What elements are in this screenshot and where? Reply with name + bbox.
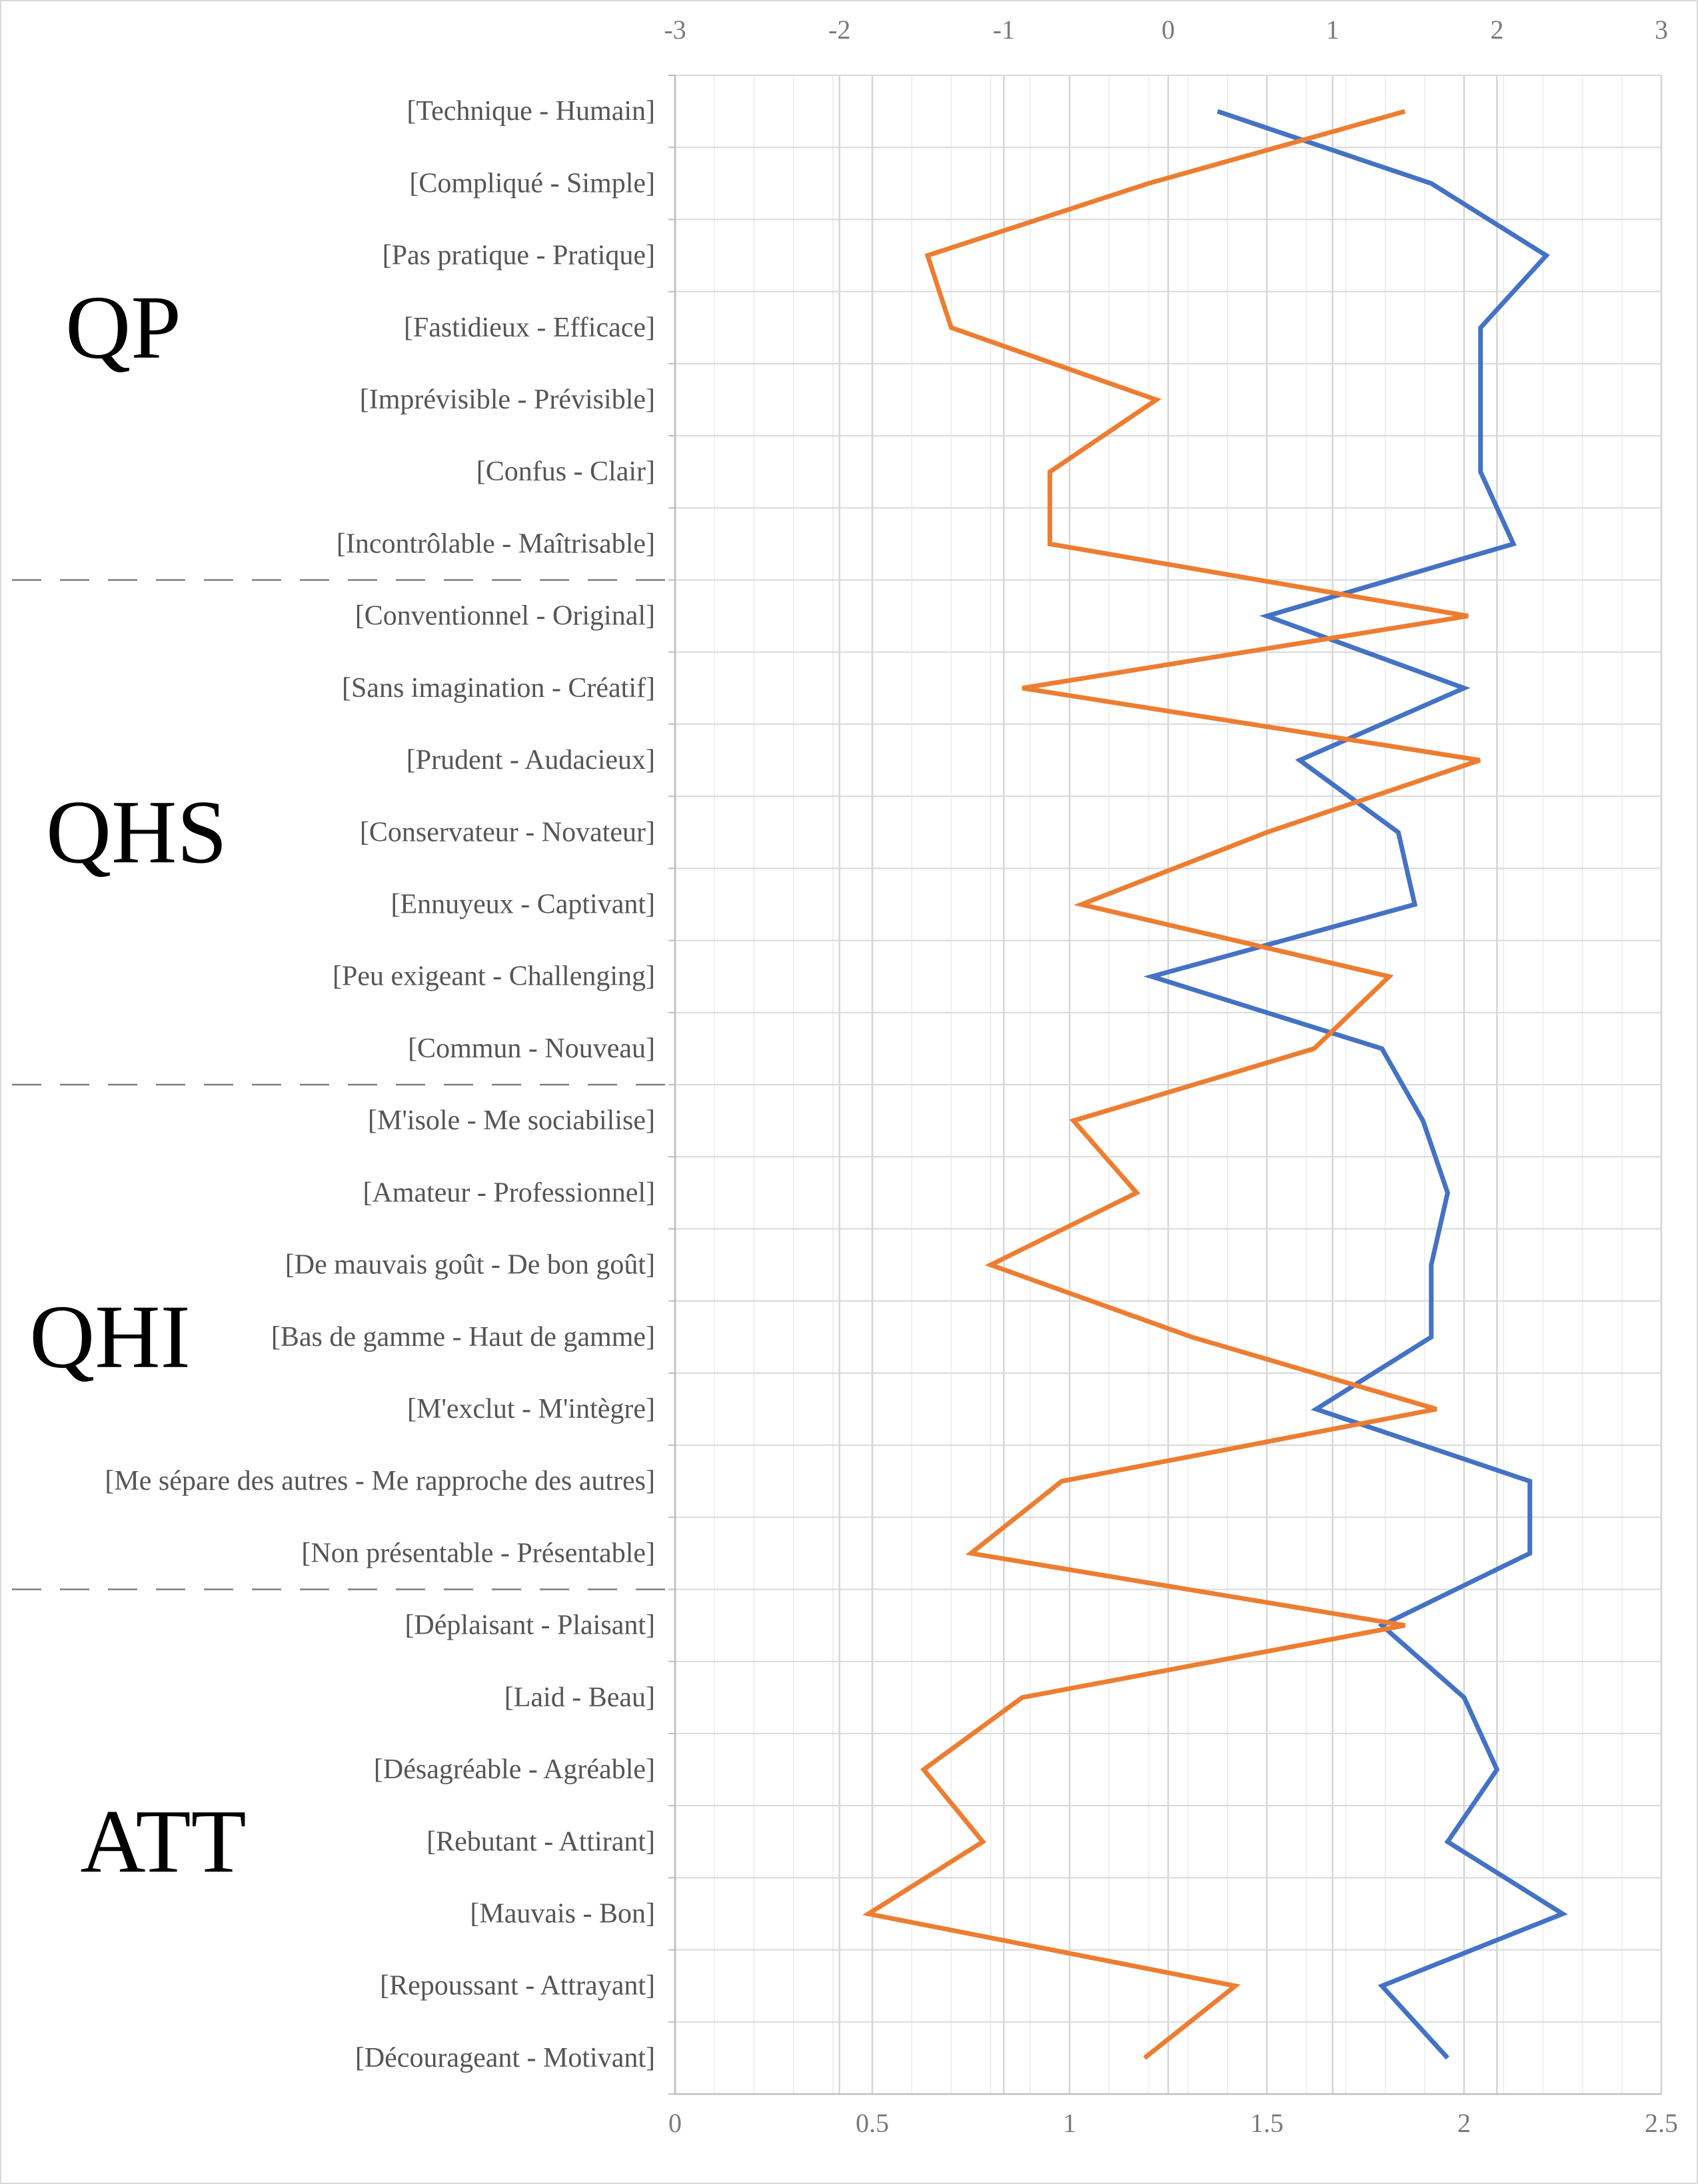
category-label: [Repoussant - Attrayant]	[380, 1971, 655, 2001]
category-label: [De mauvais goût - De bon goût]	[285, 1250, 655, 1281]
top-axis-tick-label: -2	[828, 15, 850, 45]
series-line-top	[1143, 109, 1568, 2060]
category-label: [Commun - Nouveau]	[408, 1033, 655, 1064]
category-label: [M'exclut - M'intègre]	[407, 1394, 655, 1424]
bottom-axis-tick-label: 2	[1457, 2108, 1471, 2138]
group-label: QHI	[29, 1287, 191, 1387]
top-axis-tick-label: -1	[993, 15, 1015, 45]
group-label: QP	[65, 278, 181, 378]
group-label: ATT	[80, 1792, 246, 1892]
top-axis-tick-label: 3	[1655, 15, 1668, 45]
category-label: [Peu exigeant - Challenging]	[333, 961, 655, 992]
category-label: [Désagréable - Agréable]	[374, 1754, 655, 1785]
bottom-axis-tick-label: 0	[668, 2108, 682, 2138]
category-label: [Bas de gamme - Haut de gamme]	[271, 1322, 655, 1353]
category-label: [Déplaisant - Plaisant]	[405, 1610, 655, 1641]
category-label: [Technique - Humain]	[407, 96, 655, 127]
bottom-axis-tick-label: 1.5	[1250, 2108, 1283, 2138]
category-label: [Non présentable - Présentable]	[301, 1538, 655, 1568]
category-label: [Imprévisible - Prévisible]	[360, 384, 655, 415]
top-axis-tick-label: 0	[1162, 15, 1175, 45]
category-label: [Décourageant - Motivant]	[355, 2043, 655, 2073]
category-label: [Fastidieux - Efficace]	[404, 312, 655, 343]
top-axis-tick-label: 2	[1490, 15, 1503, 45]
category-label: [Compliqué - Simple]	[409, 168, 655, 199]
category-label: [Sans imagination - Créatif]	[342, 673, 655, 704]
group-label: QHS	[46, 782, 227, 882]
category-label: [Prudent - Audacieux]	[407, 745, 655, 776]
category-label: [Amateur - Professionnel]	[363, 1177, 655, 1208]
category-label: [Conservateur - Novateur]	[360, 817, 655, 847]
category-label: [Laid - Beau]	[504, 1682, 655, 1713]
category-label: [Me sépare des autres - Me rapproche des…	[105, 1466, 655, 1496]
category-label: [Mauvais - Bon]	[470, 1898, 655, 1929]
category-label: [Rebutant - Attirant]	[426, 1826, 655, 1857]
top-axis-tick-label: 1	[1326, 15, 1339, 45]
category-label: [Conventionnel - Original]	[355, 601, 655, 632]
category-label: [Incontrôlable - Maîtrisable]	[337, 528, 655, 559]
bottom-axis-tick-label: 0.5	[856, 2108, 889, 2138]
series-line-bottom	[862, 109, 1481, 2060]
bottom-axis-tick-label: 1	[1063, 2108, 1076, 2138]
top-axis-tick-label: -3	[664, 15, 686, 45]
category-label: [Confus - Clair]	[476, 456, 655, 487]
category-label: [M'isole - Me sociabilise]	[368, 1105, 655, 1136]
category-label: [Ennuyeux - Captivant]	[391, 889, 655, 919]
category-label: [Pas pratique - Pratique]	[383, 241, 655, 271]
bottom-axis-tick-label: 2.5	[1645, 2108, 1678, 2138]
